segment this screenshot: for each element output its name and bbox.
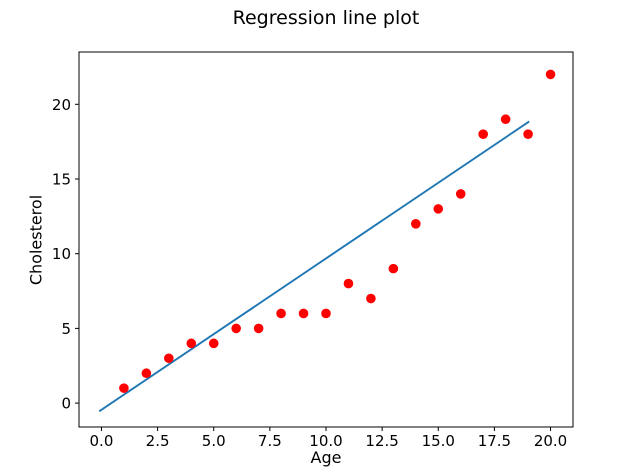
y-tick-label: 0 — [61, 395, 71, 413]
data-point — [523, 129, 533, 139]
x-tick-label: 20.0 — [534, 432, 567, 450]
x-tick-label: 12.5 — [365, 432, 398, 450]
regression-line — [98, 120, 530, 413]
data-point — [186, 338, 197, 349]
axes-frame — [78, 51, 574, 428]
data-point — [141, 368, 152, 379]
data-point — [298, 308, 309, 319]
data-point — [366, 293, 376, 304]
data-point — [343, 278, 354, 289]
data-point — [388, 263, 399, 274]
chart-title: Regression line plot — [232, 7, 420, 29]
data-point — [545, 69, 556, 80]
x-tick-label: 0.0 — [90, 432, 114, 450]
y-tick-label: 15 — [52, 170, 71, 188]
x-tick-label: 15.0 — [422, 432, 455, 450]
data-point — [433, 204, 444, 214]
x-tick-label: 10.0 — [309, 432, 342, 450]
data-point — [253, 323, 264, 334]
data-point — [276, 308, 286, 319]
x-tick-label: 7.5 — [258, 432, 282, 450]
data-point — [478, 129, 488, 139]
data-point — [321, 308, 331, 319]
x-tick-label: 2.5 — [146, 432, 170, 450]
x-tick-label: 5.0 — [202, 432, 226, 450]
data-point — [411, 219, 421, 229]
data-point — [231, 323, 241, 334]
y-tick-label: 5 — [61, 320, 71, 338]
data-point — [164, 353, 174, 364]
y-tick-label: 10 — [52, 245, 71, 263]
x-tick-label: 17.5 — [478, 432, 511, 450]
data-point — [208, 338, 219, 349]
data-point — [455, 189, 466, 199]
x-axis-label: Age — [310, 448, 342, 467]
y-tick-label: 20 — [52, 96, 71, 114]
data-point — [500, 114, 511, 125]
data-point — [119, 383, 129, 393]
